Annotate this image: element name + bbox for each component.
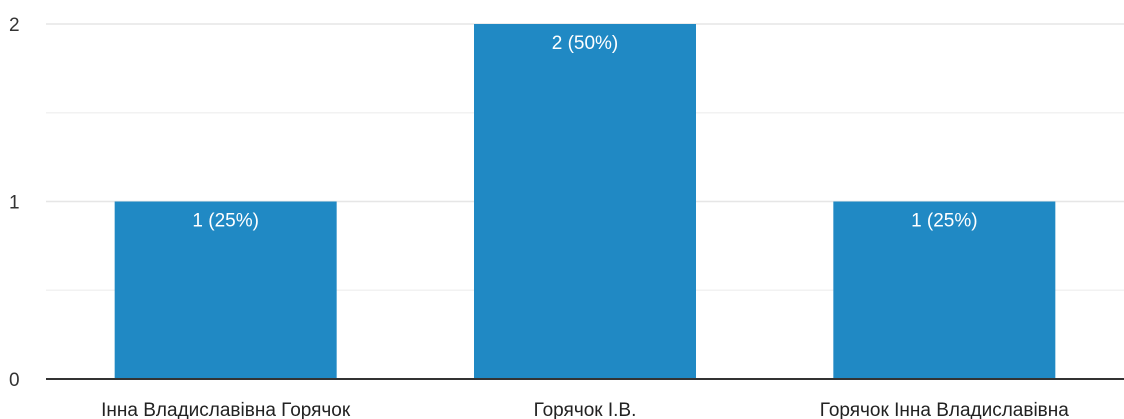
y-tick-label-0: 0 [9, 370, 20, 391]
y-tick-label-2: 2 [9, 15, 20, 36]
y-tick-label-1: 1 [9, 193, 20, 214]
bar-data-label-1: 2 (50%) [552, 33, 619, 54]
x-category-label-1: Горячок І.В. [534, 400, 637, 419]
x-category-label-0: Інна Владиславівна Горячок [101, 400, 351, 419]
x-category-label-2: Горячок Інна Владиславівна [820, 400, 1069, 419]
bar-data-label-2: 1 (25%) [911, 211, 978, 232]
bar-0 [114, 201, 337, 379]
bar-1 [474, 24, 696, 379]
labels: 0 1 2 1 (25%) Інна Владиславівна Горячок 2 (5… [9, 15, 1069, 419]
bars [114, 24, 1056, 379]
bar-2 [833, 201, 1056, 379]
bar-data-label-0: 1 (25%) [192, 211, 259, 232]
